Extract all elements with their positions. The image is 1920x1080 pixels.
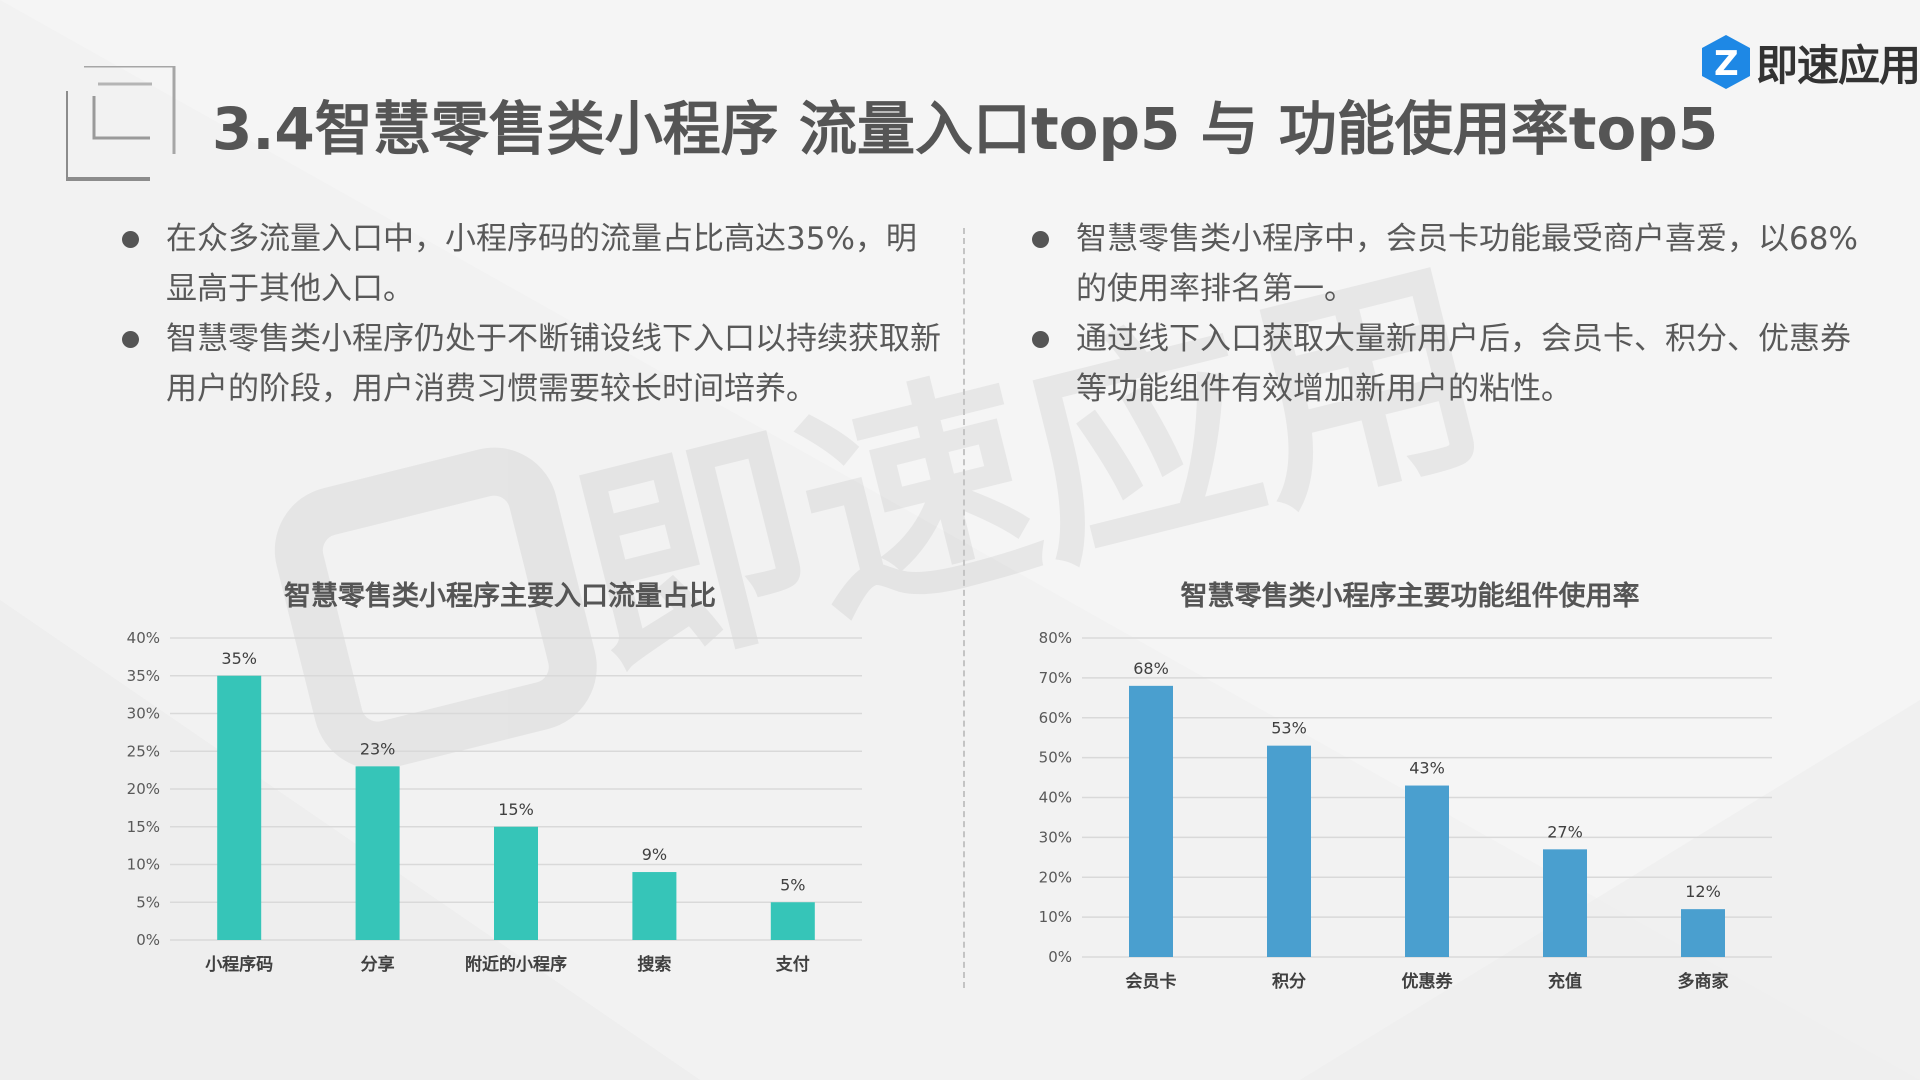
data-label: 5% bbox=[780, 875, 805, 894]
y-tick-label: 20% bbox=[1039, 868, 1072, 886]
data-label: 27% bbox=[1547, 822, 1583, 841]
y-tick-label: 25% bbox=[127, 742, 160, 760]
y-tick-label: 0% bbox=[136, 931, 160, 949]
left-bullet-list: 在众多流量入口中，小程序码的流量占比高达35%，明显高于其他入口。 智慧零售类小… bbox=[122, 214, 942, 414]
y-tick-label: 0% bbox=[1048, 948, 1072, 966]
bullet-text: 智慧零售类小程序仍处于不断铺设线下入口以持续获取新用户的阶段，用户消费习惯需要较… bbox=[166, 321, 941, 407]
bar bbox=[217, 675, 262, 940]
bullet-item: 在众多流量入口中，小程序码的流量占比高达35%，明显高于其他入口。 bbox=[122, 214, 942, 314]
bar bbox=[355, 766, 400, 940]
y-tick-label: 10% bbox=[1039, 908, 1072, 926]
bar bbox=[1267, 745, 1311, 957]
logo-text: 即速应用 bbox=[1756, 40, 1920, 90]
y-tick-label: 40% bbox=[1039, 789, 1072, 807]
column-divider bbox=[963, 228, 965, 988]
bullet-dot-icon bbox=[122, 231, 139, 248]
y-tick-label: 60% bbox=[1039, 709, 1072, 727]
category-label: 附近的小程序 bbox=[465, 954, 567, 975]
brand-logo: Z 即速应用 bbox=[1700, 32, 1920, 92]
bullet-item: 通过线下入口获取大量新用户后，会员卡、积分、优惠券等功能组件有效增加新用户的粘性… bbox=[1032, 314, 1872, 414]
y-tick-label: 15% bbox=[127, 818, 160, 836]
bar-chart-entry-traffic: 0% 5% 10% 15% 20% 25% 30% 35% 40% 35% 小程序码 23% 分享 15%… bbox=[127, 629, 862, 975]
category-label: 分享 bbox=[361, 954, 395, 975]
data-label: 15% bbox=[498, 800, 534, 819]
category-label: 积分 bbox=[1272, 972, 1306, 990]
data-label: 68% bbox=[1133, 659, 1169, 678]
bar bbox=[632, 872, 677, 940]
category-label: 充值 bbox=[1548, 971, 1582, 990]
corner-bracket-icon bbox=[66, 66, 176, 181]
category-label: 优惠券 bbox=[1402, 971, 1454, 990]
y-tick-label: 20% bbox=[127, 780, 160, 798]
category-label: 支付 bbox=[776, 954, 810, 975]
bullet-dot-icon bbox=[1032, 331, 1049, 348]
category-label: 搜索 bbox=[637, 954, 671, 975]
y-tick-label: 30% bbox=[1039, 828, 1072, 846]
right-bullet-list: 智慧零售类小程序中，会员卡功能最受商户喜爱，以68%的使用率排名第一。 通过线下… bbox=[1032, 214, 1872, 414]
category-label: 多商家 bbox=[1678, 971, 1729, 990]
y-tick-label: 10% bbox=[127, 856, 160, 874]
data-label: 35% bbox=[221, 649, 257, 668]
y-tick-label: 5% bbox=[136, 893, 160, 911]
bullet-text: 通过线下入口获取大量新用户后，会员卡、积分、优惠券等功能组件有效增加新用户的粘性… bbox=[1076, 321, 1851, 407]
category-label: 小程序码 bbox=[205, 954, 273, 975]
bullet-dot-icon bbox=[122, 331, 139, 348]
bullet-item: 智慧零售类小程序仍处于不断铺设线下入口以持续获取新用户的阶段，用户消费习惯需要较… bbox=[122, 314, 942, 414]
bar bbox=[1681, 909, 1725, 957]
category-label: 会员卡 bbox=[1126, 971, 1177, 990]
bar-chart-feature-usage: 0% 10% 20% 30% 40% 50% 60% 70% 80% 68% 会员卡 53% 积分 43%… bbox=[1039, 629, 1772, 990]
data-label: 43% bbox=[1409, 759, 1445, 778]
svg-text:Z: Z bbox=[1714, 44, 1739, 84]
bar bbox=[770, 902, 815, 940]
y-tick-label: 30% bbox=[127, 705, 160, 723]
chart-title-right: 智慧零售类小程序主要功能组件使用率 bbox=[1180, 581, 1640, 612]
chart-title-left: 智慧零售类小程序主要入口流量占比 bbox=[284, 581, 716, 612]
y-tick-label: 50% bbox=[1039, 749, 1072, 767]
bar bbox=[494, 826, 538, 940]
y-tick-label: 70% bbox=[1039, 669, 1072, 687]
bar bbox=[1543, 849, 1587, 957]
bullet-text: 智慧零售类小程序中，会员卡功能最受商户喜爱，以68%的使用率排名第一。 bbox=[1076, 221, 1858, 307]
y-tick-label: 35% bbox=[127, 667, 160, 685]
bar bbox=[1405, 785, 1449, 957]
bullet-dot-icon bbox=[1032, 231, 1049, 248]
page-title: 3.4智慧零售类小程序 流量入口top5 与 功能使用率top5 bbox=[212, 95, 1719, 163]
bullet-item: 智慧零售类小程序中，会员卡功能最受商户喜爱，以68%的使用率排名第一。 bbox=[1032, 214, 1872, 314]
y-tick-label: 40% bbox=[127, 629, 160, 647]
data-label: 53% bbox=[1271, 719, 1307, 738]
data-label: 12% bbox=[1685, 882, 1721, 901]
data-label: 9% bbox=[642, 845, 667, 864]
bullet-text: 在众多流量入口中，小程序码的流量占比高达35%，明显高于其他入口。 bbox=[166, 221, 917, 307]
bar bbox=[1129, 685, 1173, 957]
logo-e-icon: Z bbox=[1702, 35, 1750, 89]
data-label: 23% bbox=[360, 739, 396, 758]
y-tick-label: 80% bbox=[1039, 629, 1072, 647]
